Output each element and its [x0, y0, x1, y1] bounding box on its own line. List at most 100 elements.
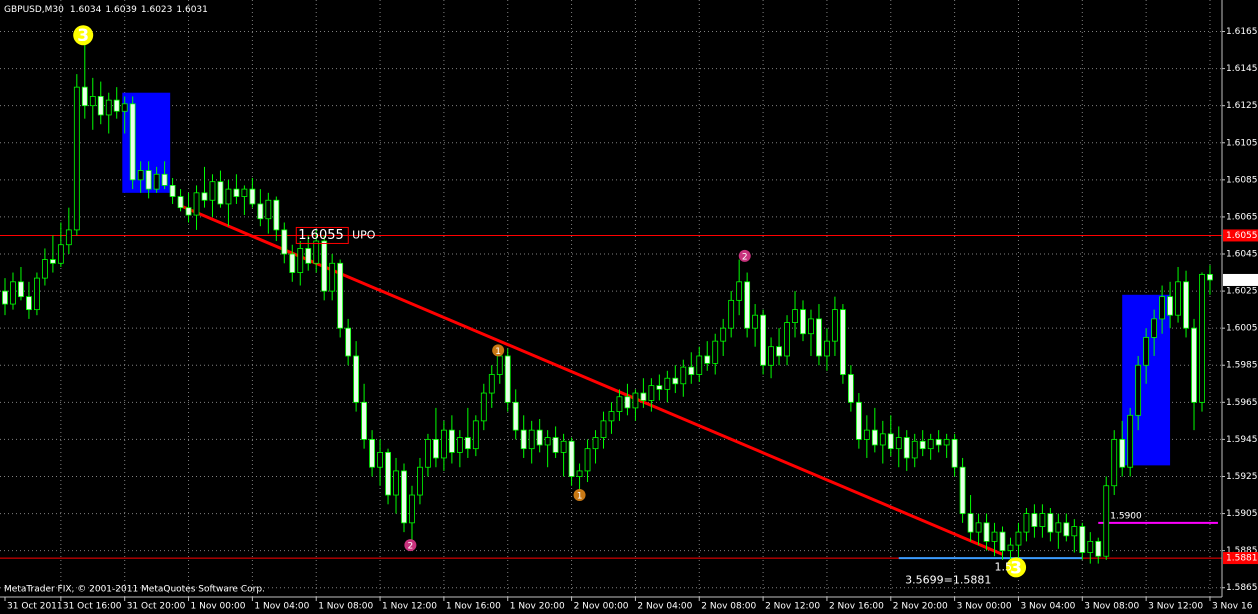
candle-body	[233, 188, 240, 197]
candle-body	[440, 429, 447, 459]
candle-body	[329, 262, 336, 292]
candle-body	[57, 244, 64, 264]
candle-body	[648, 385, 655, 401]
candle-body	[169, 185, 176, 197]
candle-body	[552, 437, 559, 453]
candle-body	[656, 385, 663, 390]
candle-body	[1119, 439, 1126, 468]
symbol: GBPUSD,M30	[4, 5, 64, 15]
candle-body	[121, 103, 128, 112]
candle-body	[337, 262, 344, 329]
candle-body	[784, 322, 790, 357]
candle-body	[1191, 327, 1197, 403]
y-tick-label: 1.5965	[1226, 398, 1258, 408]
candle-body	[425, 439, 431, 468]
candle-body	[1207, 273, 1213, 281]
candle-body	[520, 429, 527, 450]
candle-body	[1023, 513, 1030, 533]
candle-body	[1055, 522, 1062, 533]
candle-body	[600, 420, 607, 438]
y-tick-label: 1.6085	[1226, 175, 1258, 185]
y-tick-label: 1.6045	[1226, 250, 1258, 260]
marker-label: 2	[742, 252, 748, 262]
candle-body	[887, 433, 894, 450]
candle-body	[448, 429, 455, 453]
high: 1.6039	[105, 5, 137, 15]
x-tick-label: 3 Nov 12:00	[1148, 602, 1203, 612]
candle-body	[1015, 531, 1022, 546]
candle-body	[129, 103, 136, 181]
x-tick-label: 1 Nov 20:00	[510, 602, 565, 612]
candle-body	[824, 340, 830, 357]
candle-body	[305, 248, 312, 264]
candle-body	[456, 437, 463, 453]
candle-body	[105, 99, 112, 116]
candle-body	[42, 259, 48, 279]
candle-body	[863, 429, 870, 440]
candle-body	[409, 494, 415, 524]
marker	[1006, 557, 1027, 578]
candle-body	[911, 440, 918, 459]
candle-body	[624, 396, 631, 409]
candle-body	[81, 86, 88, 107]
candle-body	[113, 99, 120, 112]
trend-line	[179, 204, 1004, 556]
x-tick-label: 2 Nov 16:00	[829, 602, 884, 612]
candle-body	[760, 314, 766, 366]
candle-body	[640, 392, 647, 401]
candle-body	[321, 240, 328, 292]
footer: MetaTrader FIX, © 2001-2011 MetaQuotes S…	[4, 585, 265, 595]
candle-body	[185, 207, 192, 216]
candle-body	[65, 229, 72, 246]
candle-body	[576, 470, 583, 477]
candle-body	[177, 196, 184, 209]
candle-body	[73, 86, 80, 231]
candle-body	[313, 240, 320, 264]
candle-body	[504, 355, 511, 403]
candle-body	[345, 327, 352, 357]
candle-body	[712, 340, 719, 364]
candle-body	[289, 253, 296, 273]
candle-body	[847, 374, 854, 403]
candle-body	[1111, 439, 1118, 487]
candle-body	[464, 437, 471, 450]
candle-body	[1047, 513, 1054, 533]
candle-body	[209, 181, 216, 201]
candle-body	[584, 448, 591, 472]
candle-body	[161, 173, 168, 186]
y-tick-label: 1.5885	[1226, 546, 1258, 556]
x-tick-label: 2 Nov 08:00	[701, 602, 756, 612]
candle-body	[816, 318, 822, 357]
candle-body	[1127, 414, 1134, 468]
candle-body	[983, 522, 990, 542]
marker	[404, 539, 417, 552]
x-tick-label: 1 Nov 12:00	[382, 602, 437, 612]
candle-body	[927, 439, 934, 450]
y-tick-label: 1.6005	[1226, 324, 1258, 334]
candle-body	[97, 96, 104, 116]
y-tick-label: 1.6165	[1226, 27, 1258, 37]
candle-body	[1103, 485, 1110, 557]
x-tick-label: 1 Nov 00:00	[191, 602, 246, 612]
x-tick-label: 31 Oct 2011	[7, 602, 63, 612]
x-tick-label: 2 Nov 04:00	[637, 602, 692, 612]
candle-body	[1079, 526, 1086, 553]
candle-body	[752, 314, 759, 329]
price-tag-label: 1.6055	[1226, 231, 1258, 241]
x-tick-label: 31 Oct 16:00	[63, 602, 122, 612]
price-tag	[1223, 552, 1258, 565]
candle-body	[401, 470, 407, 524]
annotation: 1.5	[995, 560, 1013, 573]
candle-body	[975, 522, 982, 533]
marker	[73, 25, 94, 46]
annotation: 3.5699=1.5881	[905, 573, 991, 586]
marker	[492, 344, 505, 357]
y-tick-label: 1.5985	[1226, 361, 1258, 371]
candle-body	[18, 281, 24, 298]
x-tick-label: 1 Nov 04:00	[254, 602, 309, 612]
candle-body	[568, 440, 575, 477]
low: 1.6023	[141, 5, 173, 15]
x-tick-label: 3 Nov 04:00	[1020, 602, 1075, 612]
candle-body	[967, 513, 974, 533]
